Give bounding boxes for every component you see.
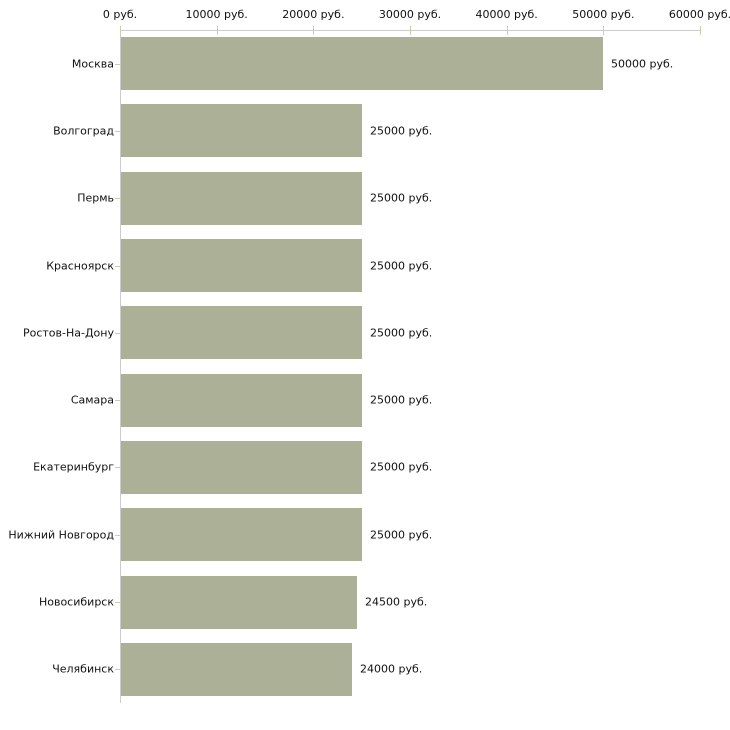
value-label: 25000 руб. <box>370 326 433 340</box>
bar-row: Пермь 25000 руб. <box>0 165 730 232</box>
category-tick <box>115 332 120 334</box>
bar-row: Волгоград 25000 руб. <box>0 97 730 164</box>
y-axis-line <box>120 30 121 703</box>
bar-row: Самара 25000 руб. <box>0 367 730 434</box>
category-tick <box>115 467 120 469</box>
category-tick <box>115 130 120 132</box>
bar-row: Ростов-На-Дону 25000 руб. <box>0 299 730 366</box>
x-tick-label: 40000 руб. <box>475 8 538 21</box>
x-tick <box>700 26 701 35</box>
value-label: 25000 руб. <box>370 528 433 542</box>
x-tick-label: 10000 руб. <box>185 8 248 21</box>
bar-row: Новосибирск 24500 руб. <box>0 568 730 635</box>
bar <box>121 171 362 225</box>
category-tick <box>115 400 120 402</box>
bar <box>121 575 357 629</box>
category-tick <box>115 534 120 536</box>
value-label: 24500 руб. <box>365 595 428 609</box>
value-label: 25000 руб. <box>370 191 433 205</box>
x-tick-label: 0 руб. <box>102 8 138 21</box>
bar <box>121 239 362 293</box>
value-label: 24000 руб. <box>360 662 423 676</box>
category-label: Красноярск <box>46 259 114 273</box>
bar-row: Москва 50000 руб. <box>0 30 730 97</box>
category-tick <box>115 198 120 200</box>
x-tick <box>410 26 411 35</box>
value-label: 50000 руб. <box>611 57 674 71</box>
x-tick <box>216 26 218 35</box>
category-tick <box>115 265 120 267</box>
x-tick-label: 30000 руб. <box>378 8 442 21</box>
x-tick <box>120 26 121 35</box>
value-label: 25000 руб. <box>370 259 433 273</box>
bar <box>121 508 362 562</box>
bar <box>121 104 362 158</box>
category-label: Пермь <box>77 191 114 205</box>
bar <box>121 37 603 91</box>
x-tick-label: 60000 руб. <box>668 8 730 21</box>
x-tick <box>506 26 508 35</box>
category-label: Челябинск <box>52 662 114 676</box>
x-tick-label: 50000 руб. <box>572 8 635 21</box>
value-label: 25000 руб. <box>370 393 433 407</box>
bar <box>121 306 362 360</box>
bar <box>121 642 352 696</box>
category-label: Новосибирск <box>38 595 114 609</box>
bar-row: Нижний Новгород 25000 руб. <box>0 501 730 568</box>
bar-row: Челябинск 24000 руб. <box>0 636 730 703</box>
category-label: Самара <box>70 393 114 407</box>
x-tick <box>603 26 605 35</box>
category-tick <box>115 669 120 671</box>
bar-row: Красноярск 25000 руб. <box>0 232 730 299</box>
bar-row: Екатеринбург 25000 руб. <box>0 434 730 501</box>
bar <box>121 440 362 494</box>
value-label: 25000 руб. <box>370 460 433 474</box>
bar <box>121 373 362 427</box>
category-label: Москва <box>71 57 114 71</box>
x-tick <box>313 26 315 35</box>
category-label: Волгоград <box>53 124 114 138</box>
category-label: Нижний Новгород <box>8 528 114 542</box>
category-tick <box>115 63 120 65</box>
category-label: Ростов-На-Дону <box>22 326 114 340</box>
category-label: Екатеринбург <box>33 460 114 474</box>
value-label: 25000 руб. <box>370 124 433 138</box>
category-tick <box>115 602 120 604</box>
x-tick-label: 20000 руб. <box>282 8 345 21</box>
